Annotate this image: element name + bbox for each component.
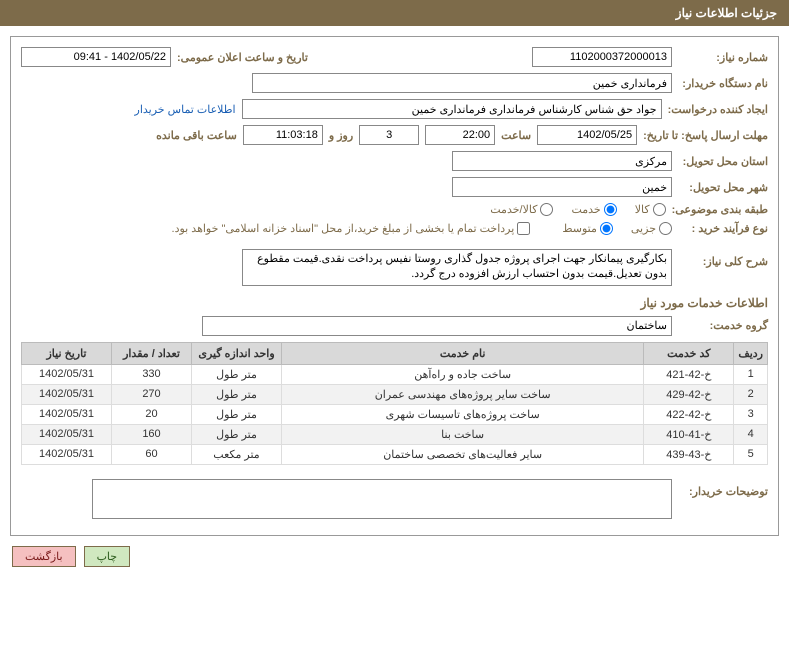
buyer-notes-field bbox=[92, 479, 672, 519]
table-header: واحد اندازه گیری bbox=[192, 342, 282, 364]
announce-label: تاریخ و ساعت اعلان عمومی: bbox=[177, 51, 308, 64]
table-cell: خ-43-439 bbox=[644, 444, 734, 464]
contact-buyer-link[interactable]: اطلاعات تماس خریدار bbox=[135, 103, 236, 116]
time-left-suffix: ساعت باقی مانده bbox=[156, 129, 237, 142]
desc-text: بکارگیری پیمانکار جهت اجرای پروژه جدول گ… bbox=[242, 249, 672, 286]
table-cell: 1402/05/31 bbox=[22, 384, 112, 404]
table-cell: متر طول bbox=[192, 364, 282, 384]
need-no-field: 1102000372000013 bbox=[532, 47, 672, 67]
category-label: طبقه بندی موضوعی: bbox=[672, 203, 768, 216]
table-cell: خ-42-421 bbox=[644, 364, 734, 384]
table-header: کد خدمت bbox=[644, 342, 734, 364]
table-cell: سایر فعالیت‌های تخصصی ساختمان bbox=[282, 444, 644, 464]
table-cell: ساخت پروژه‌های تاسیسات شهری bbox=[282, 404, 644, 424]
table-cell: 270 bbox=[112, 384, 192, 404]
announce-field: 1402/05/22 - 09:41 bbox=[21, 47, 171, 67]
service-group-field: ساختمان bbox=[202, 316, 672, 336]
days-between-label: روز و bbox=[329, 129, 353, 142]
table-header: ردیف bbox=[734, 342, 768, 364]
province-label: استان محل تحویل: bbox=[678, 155, 768, 168]
table-cell: 1 bbox=[734, 364, 768, 384]
services-section-title: اطلاعات خدمات مورد نیاز bbox=[21, 296, 768, 310]
table-row: 5خ-43-439سایر فعالیت‌های تخصصی ساختمانمت… bbox=[22, 444, 768, 464]
table-row: 1خ-42-421ساخت جاده و راه‌آهنمتر طول33014… bbox=[22, 364, 768, 384]
table-cell: 20 bbox=[112, 404, 192, 424]
table-cell: 1402/05/31 bbox=[22, 424, 112, 444]
table-cell: متر طول bbox=[192, 384, 282, 404]
page-header: جزئیات اطلاعات نیاز bbox=[0, 0, 789, 26]
table-row: 4خ-41-410ساخت بنامتر طول1601402/05/31 bbox=[22, 424, 768, 444]
table-cell: 3 bbox=[734, 404, 768, 424]
time-label: ساعت bbox=[501, 129, 531, 142]
table-cell: خ-42-429 bbox=[644, 384, 734, 404]
table-cell: ساخت جاده و راه‌آهن bbox=[282, 364, 644, 384]
print-button[interactable]: چاپ bbox=[84, 546, 131, 567]
buyer-org-label: نام دستگاه خریدار: bbox=[678, 77, 768, 90]
cat-both-option[interactable]: کالا/خدمت bbox=[490, 203, 553, 216]
table-cell: خ-42-422 bbox=[644, 404, 734, 424]
table-cell: متر طول bbox=[192, 424, 282, 444]
cat-goods-option[interactable]: کالا bbox=[635, 203, 666, 216]
process-minor-option[interactable]: جزیی bbox=[631, 222, 672, 235]
button-row: چاپ بازگشت bbox=[12, 546, 777, 567]
table-cell: 1402/05/31 bbox=[22, 364, 112, 384]
deadline-label: مهلت ارسال پاسخ: تا تاریخ: bbox=[643, 129, 768, 142]
process-medium-option[interactable]: متوسط bbox=[562, 222, 613, 235]
need-no-label: شماره نیاز: bbox=[678, 51, 768, 64]
city-label: شهر محل تحویل: bbox=[678, 181, 768, 194]
table-cell: 1402/05/31 bbox=[22, 404, 112, 424]
back-button[interactable]: بازگشت bbox=[12, 546, 76, 567]
process-label: نوع فرآیند خرید : bbox=[678, 222, 768, 235]
process-radio-group: جزیی متوسط bbox=[562, 222, 672, 235]
buyer-org-field: فرمانداری خمین bbox=[252, 73, 672, 93]
table-cell: 330 bbox=[112, 364, 192, 384]
deadline-date-field: 1402/05/25 bbox=[537, 125, 637, 145]
payment-checkbox[interactable]: پرداخت تمام یا بخشی از مبلغ خرید،از محل … bbox=[172, 222, 531, 235]
table-cell: 4 bbox=[734, 424, 768, 444]
deadline-time-field: 22:00 bbox=[425, 125, 495, 145]
requester-field: جواد حق شناس کارشناس فرمانداری فرمانداری… bbox=[242, 99, 662, 119]
desc-label: شرح کلی نیاز: bbox=[678, 249, 768, 268]
buyer-notes-label: توضیحات خریدار: bbox=[678, 479, 768, 498]
category-radio-group: کالا خدمت کالا/خدمت bbox=[490, 203, 665, 216]
table-cell: 160 bbox=[112, 424, 192, 444]
table-cell: خ-41-410 bbox=[644, 424, 734, 444]
page-title: جزئیات اطلاعات نیاز bbox=[676, 6, 777, 20]
table-header: تعداد / مقدار bbox=[112, 342, 192, 364]
days-remaining-field: 3 bbox=[359, 125, 419, 145]
requester-label: ایجاد کننده درخواست: bbox=[668, 103, 768, 116]
table-cell: 60 bbox=[112, 444, 192, 464]
table-header: تاریخ نیاز bbox=[22, 342, 112, 364]
table-cell: متر طول bbox=[192, 404, 282, 424]
table-row: 3خ-42-422ساخت پروژه‌های تاسیسات شهریمتر … bbox=[22, 404, 768, 424]
table-cell: ساخت سایر پروژه‌های مهندسی عمران bbox=[282, 384, 644, 404]
table-header: نام خدمت bbox=[282, 342, 644, 364]
table-cell: 1402/05/31 bbox=[22, 444, 112, 464]
province-field: مرکزی bbox=[452, 151, 672, 171]
time-left-field: 11:03:18 bbox=[243, 125, 323, 145]
table-cell: متر مکعب bbox=[192, 444, 282, 464]
main-form-frame: شماره نیاز: 1102000372000013 تاریخ و ساع… bbox=[10, 36, 779, 536]
table-row: 2خ-42-429ساخت سایر پروژه‌های مهندسی عمرا… bbox=[22, 384, 768, 404]
table-cell: 2 bbox=[734, 384, 768, 404]
services-table: ردیفکد خدمتنام خدمتواحد اندازه گیریتعداد… bbox=[21, 342, 768, 465]
city-field: خمین bbox=[452, 177, 672, 197]
cat-service-option[interactable]: خدمت bbox=[571, 203, 616, 216]
service-group-label: گروه خدمت: bbox=[678, 319, 768, 332]
table-cell: ساخت بنا bbox=[282, 424, 644, 444]
table-cell: 5 bbox=[734, 444, 768, 464]
